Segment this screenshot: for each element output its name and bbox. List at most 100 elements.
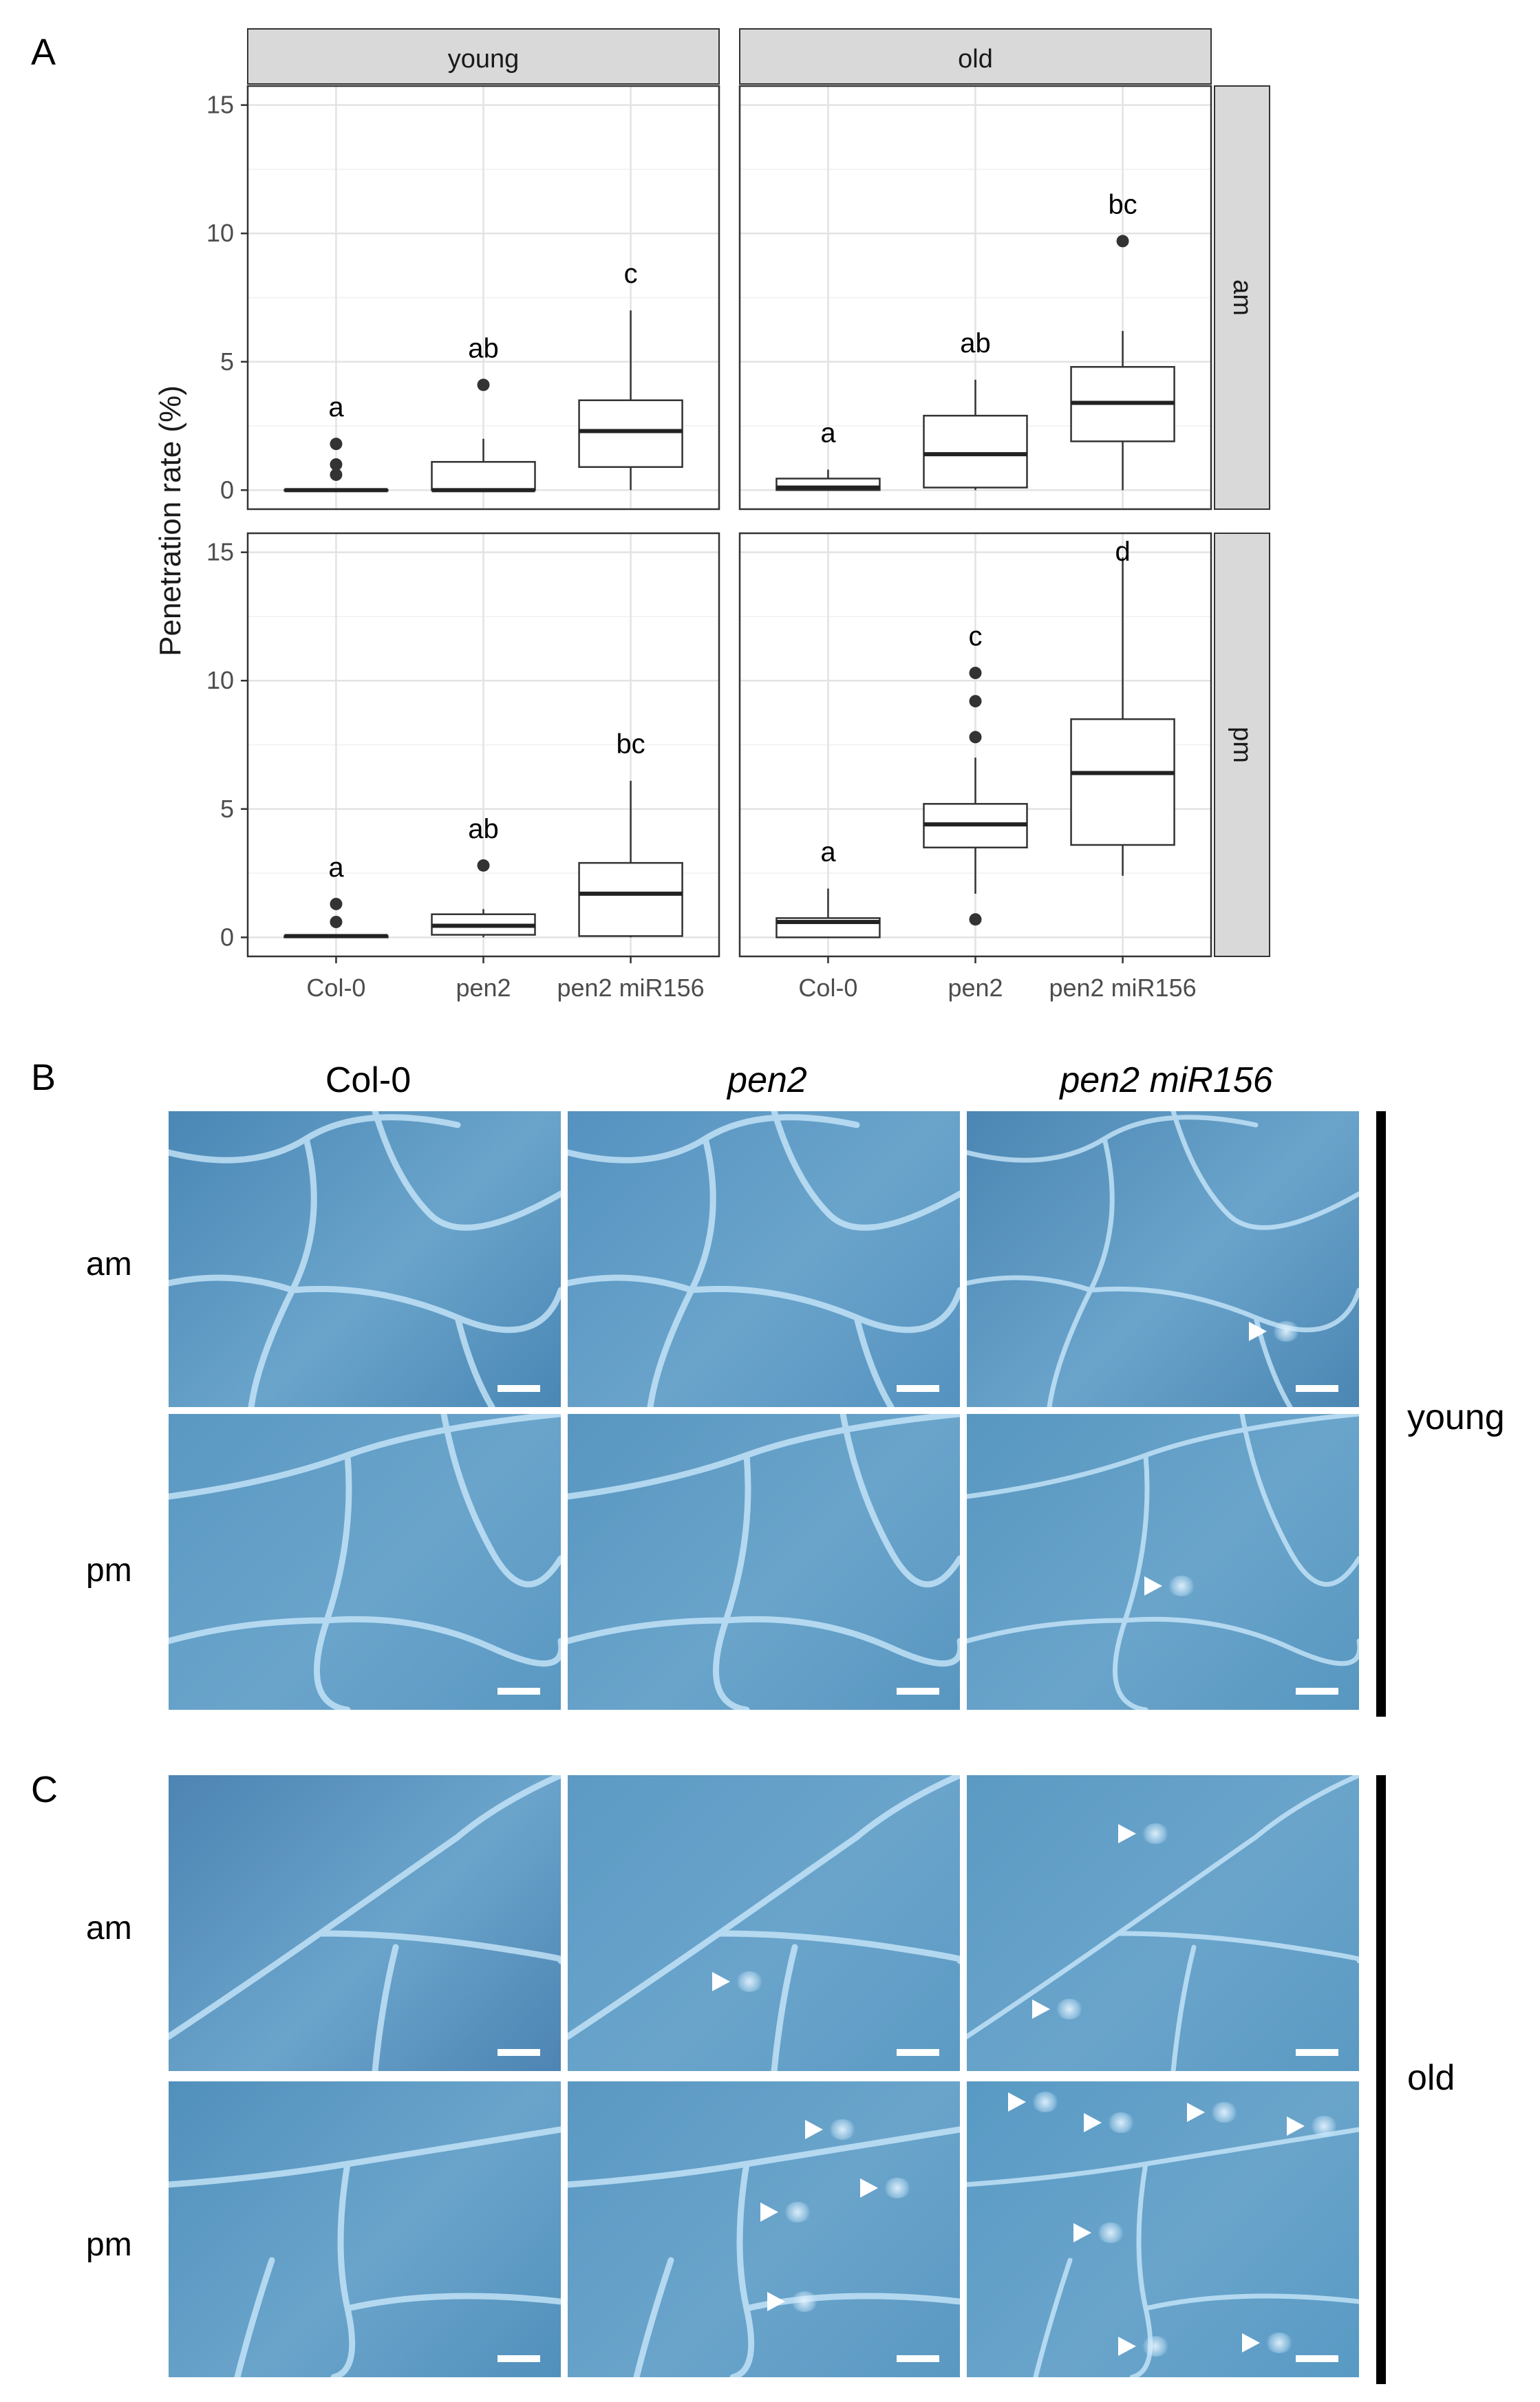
fungal-colony (1265, 2333, 1293, 2353)
fungal-colony (1168, 1576, 1195, 1596)
micrograph-tile (568, 2081, 960, 2377)
significance-letter-young-pm-1: ab (468, 814, 499, 844)
penetration-arrow-icon (1242, 2333, 1260, 2352)
leaf-vein-pattern (568, 1775, 960, 2071)
outlier-point-young-pm-1-0 (477, 859, 490, 872)
column-header-pen2: pen2 (727, 1060, 807, 1100)
row-label-c-am: am (86, 1910, 132, 1947)
leaf-vein-pattern (568, 1111, 960, 1407)
micrograph-tile (967, 2081, 1359, 2377)
fungal-colony (1142, 2336, 1169, 2357)
facet-strip-old (739, 28, 1212, 85)
micrograph-tile (967, 1775, 1359, 2071)
x-tick-label: pen2 (948, 974, 1003, 1002)
significance-letter-old-am-2: bc (1108, 189, 1137, 219)
age-label-young: young (1407, 1397, 1505, 1437)
micrograph-tile (568, 1414, 960, 1710)
penetration-arrow-icon (1287, 2116, 1305, 2136)
scale-bar (498, 1385, 540, 1392)
facet-strip-label-pm: pm (1228, 727, 1256, 763)
penetration-arrow-icon (1118, 2337, 1136, 2356)
significance-letter-old-pm-1: c (969, 621, 983, 652)
leaf-vein (967, 1414, 1359, 1710)
penetration-arrow-icon (1032, 1999, 1050, 2019)
fungal-colony (1107, 2112, 1135, 2133)
y-tick-label: 15 (206, 538, 234, 566)
outlier-point-old-pm-1-1 (969, 731, 982, 744)
y-tick-label: 5 (220, 347, 234, 376)
age-label-old: old (1407, 2058, 1455, 2098)
significance-letter-young-am-1: ab (468, 333, 499, 363)
scale-bar (1296, 1385, 1338, 1392)
penetration-arrow-icon (1144, 1576, 1162, 1596)
facet-strip-pm (1214, 533, 1270, 957)
leaf-vein (169, 1111, 561, 1407)
fungal-colony (884, 2178, 911, 2198)
micrograph-tile (967, 1111, 1359, 1407)
leaf-vein (169, 1414, 561, 1710)
fungal-colony (1310, 2116, 1338, 2136)
outlier-point-young-am-1-0 (477, 378, 490, 392)
outlier-point-young-am-0-1 (330, 458, 343, 471)
penetration-arrow-icon (1118, 1824, 1136, 1843)
y-tick-label: 0 (220, 475, 234, 504)
significance-letter-old-am-1: ab (960, 328, 991, 358)
outlier-point-old-pm-1-0 (969, 913, 982, 926)
leaf-vein (568, 2126, 960, 2377)
penetration-arrow-icon (760, 2202, 778, 2222)
fungal-colony (1210, 2102, 1238, 2123)
outlier-point-young-am-0-0 (330, 468, 343, 481)
leaf-vein-pattern (967, 1775, 1359, 2071)
penetration-arrow-icon (1187, 2103, 1205, 2122)
row-label-b-pm: pm (86, 1552, 132, 1589)
micrograph-tile (169, 1414, 561, 1710)
facet-strip-label-am: am (1228, 279, 1256, 316)
fungal-colony (1272, 1321, 1300, 1342)
fungal-colony (1097, 2222, 1124, 2243)
box-young-am-1 (431, 461, 536, 491)
leaf-vein-pattern (967, 1414, 1359, 1710)
leaf-vein (967, 2127, 1359, 2377)
x-tick-label: Col-0 (798, 974, 857, 1002)
significance-letter-young-pm-0: a (328, 853, 344, 883)
x-tick-label: pen2 miR156 (557, 974, 704, 1002)
significance-letter-young-am-0: a (328, 392, 344, 422)
outlier-point-old-pm-1-3 (969, 667, 982, 680)
penetration-arrow-icon (767, 2292, 785, 2311)
leaf-vein (169, 2126, 561, 2377)
y-tick-label: 0 (220, 923, 234, 951)
box-old-am-1 (923, 414, 1028, 489)
fungal-colony (784, 2202, 811, 2222)
leaf-vein (169, 1775, 561, 2071)
significance-letter-young-am-2: c (624, 259, 638, 289)
box-young-am-2 (578, 399, 683, 468)
facet-strip-label-young: young (448, 45, 520, 74)
row-label-c-pm: pm (86, 2227, 132, 2263)
facet-strip-am (1214, 85, 1270, 510)
fungal-colony (1031, 2092, 1059, 2112)
boxplot-chart: young old am pm a ab c a ab bc a ab bc a c d 0 5 10 15 0 5 10 1… (153, 28, 1270, 1002)
significance-letter-old-pm-2: d (1115, 537, 1130, 567)
leaf-vein-pattern (169, 1414, 561, 1710)
age-bracket-young (1376, 1111, 1386, 1717)
box-young-pm-2 (578, 861, 683, 937)
outlier-point-young-pm-0-0 (330, 915, 343, 928)
panel-label-a: A (31, 32, 56, 73)
scale-bar (897, 2355, 939, 2362)
scale-bar (1296, 1688, 1338, 1695)
fungal-colony (736, 1971, 763, 1992)
outlier-point-young-am-0-2 (330, 438, 343, 451)
scale-bar (897, 2049, 939, 2056)
box-old-pm-2 (1070, 718, 1175, 846)
facet-strip-young (247, 28, 720, 85)
y-tick-label: 15 (206, 91, 234, 119)
significance-letter-young-pm-2: bc (616, 729, 645, 760)
leaf-vein-pattern (568, 1414, 960, 1710)
micrograph-tile (169, 1111, 561, 1407)
y-tick-label: 5 (220, 795, 234, 823)
penetration-arrow-icon (1073, 2223, 1091, 2242)
scale-bar (1296, 2049, 1338, 2056)
scale-bar (897, 1385, 939, 1392)
leaf-vein (568, 1111, 960, 1407)
leaf-vein-pattern (568, 2126, 960, 2377)
